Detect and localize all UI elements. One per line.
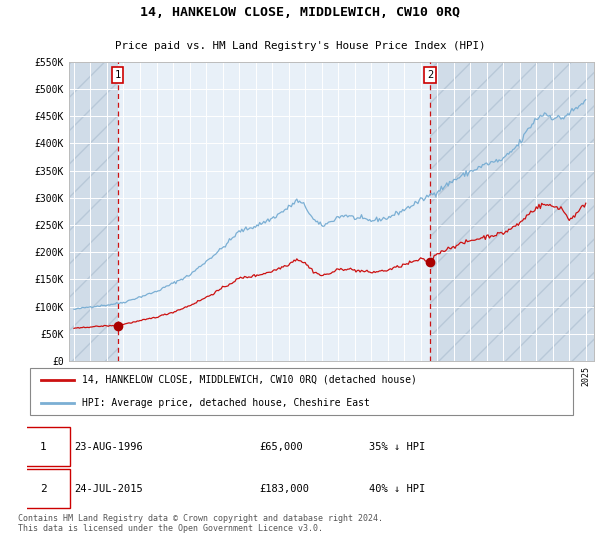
Text: 2: 2 <box>40 484 46 493</box>
Text: HPI: Average price, detached house, Cheshire East: HPI: Average price, detached house, Ches… <box>82 398 370 408</box>
Bar <box>430 62 594 361</box>
FancyBboxPatch shape <box>30 368 574 415</box>
Text: 23-AUG-1996: 23-AUG-1996 <box>74 442 143 451</box>
Text: £183,000: £183,000 <box>259 484 309 493</box>
Text: 1: 1 <box>40 442 46 451</box>
Text: Price paid vs. HM Land Registry's House Price Index (HPI): Price paid vs. HM Land Registry's House … <box>115 41 485 51</box>
Bar <box>69 62 118 361</box>
Text: 2: 2 <box>427 70 433 80</box>
Text: £65,000: £65,000 <box>259 442 302 451</box>
Text: 14, HANKELOW CLOSE, MIDDLEWICH, CW10 0RQ: 14, HANKELOW CLOSE, MIDDLEWICH, CW10 0RQ <box>140 6 460 20</box>
FancyBboxPatch shape <box>16 427 70 466</box>
FancyBboxPatch shape <box>16 469 70 508</box>
Text: 24-JUL-2015: 24-JUL-2015 <box>74 484 143 493</box>
Text: 14, HANKELOW CLOSE, MIDDLEWICH, CW10 0RQ (detached house): 14, HANKELOW CLOSE, MIDDLEWICH, CW10 0RQ… <box>82 375 417 385</box>
Text: 1: 1 <box>115 70 121 80</box>
Text: 40% ↓ HPI: 40% ↓ HPI <box>369 484 425 493</box>
Text: 35% ↓ HPI: 35% ↓ HPI <box>369 442 425 451</box>
Text: Contains HM Land Registry data © Crown copyright and database right 2024.
This d: Contains HM Land Registry data © Crown c… <box>18 514 383 533</box>
